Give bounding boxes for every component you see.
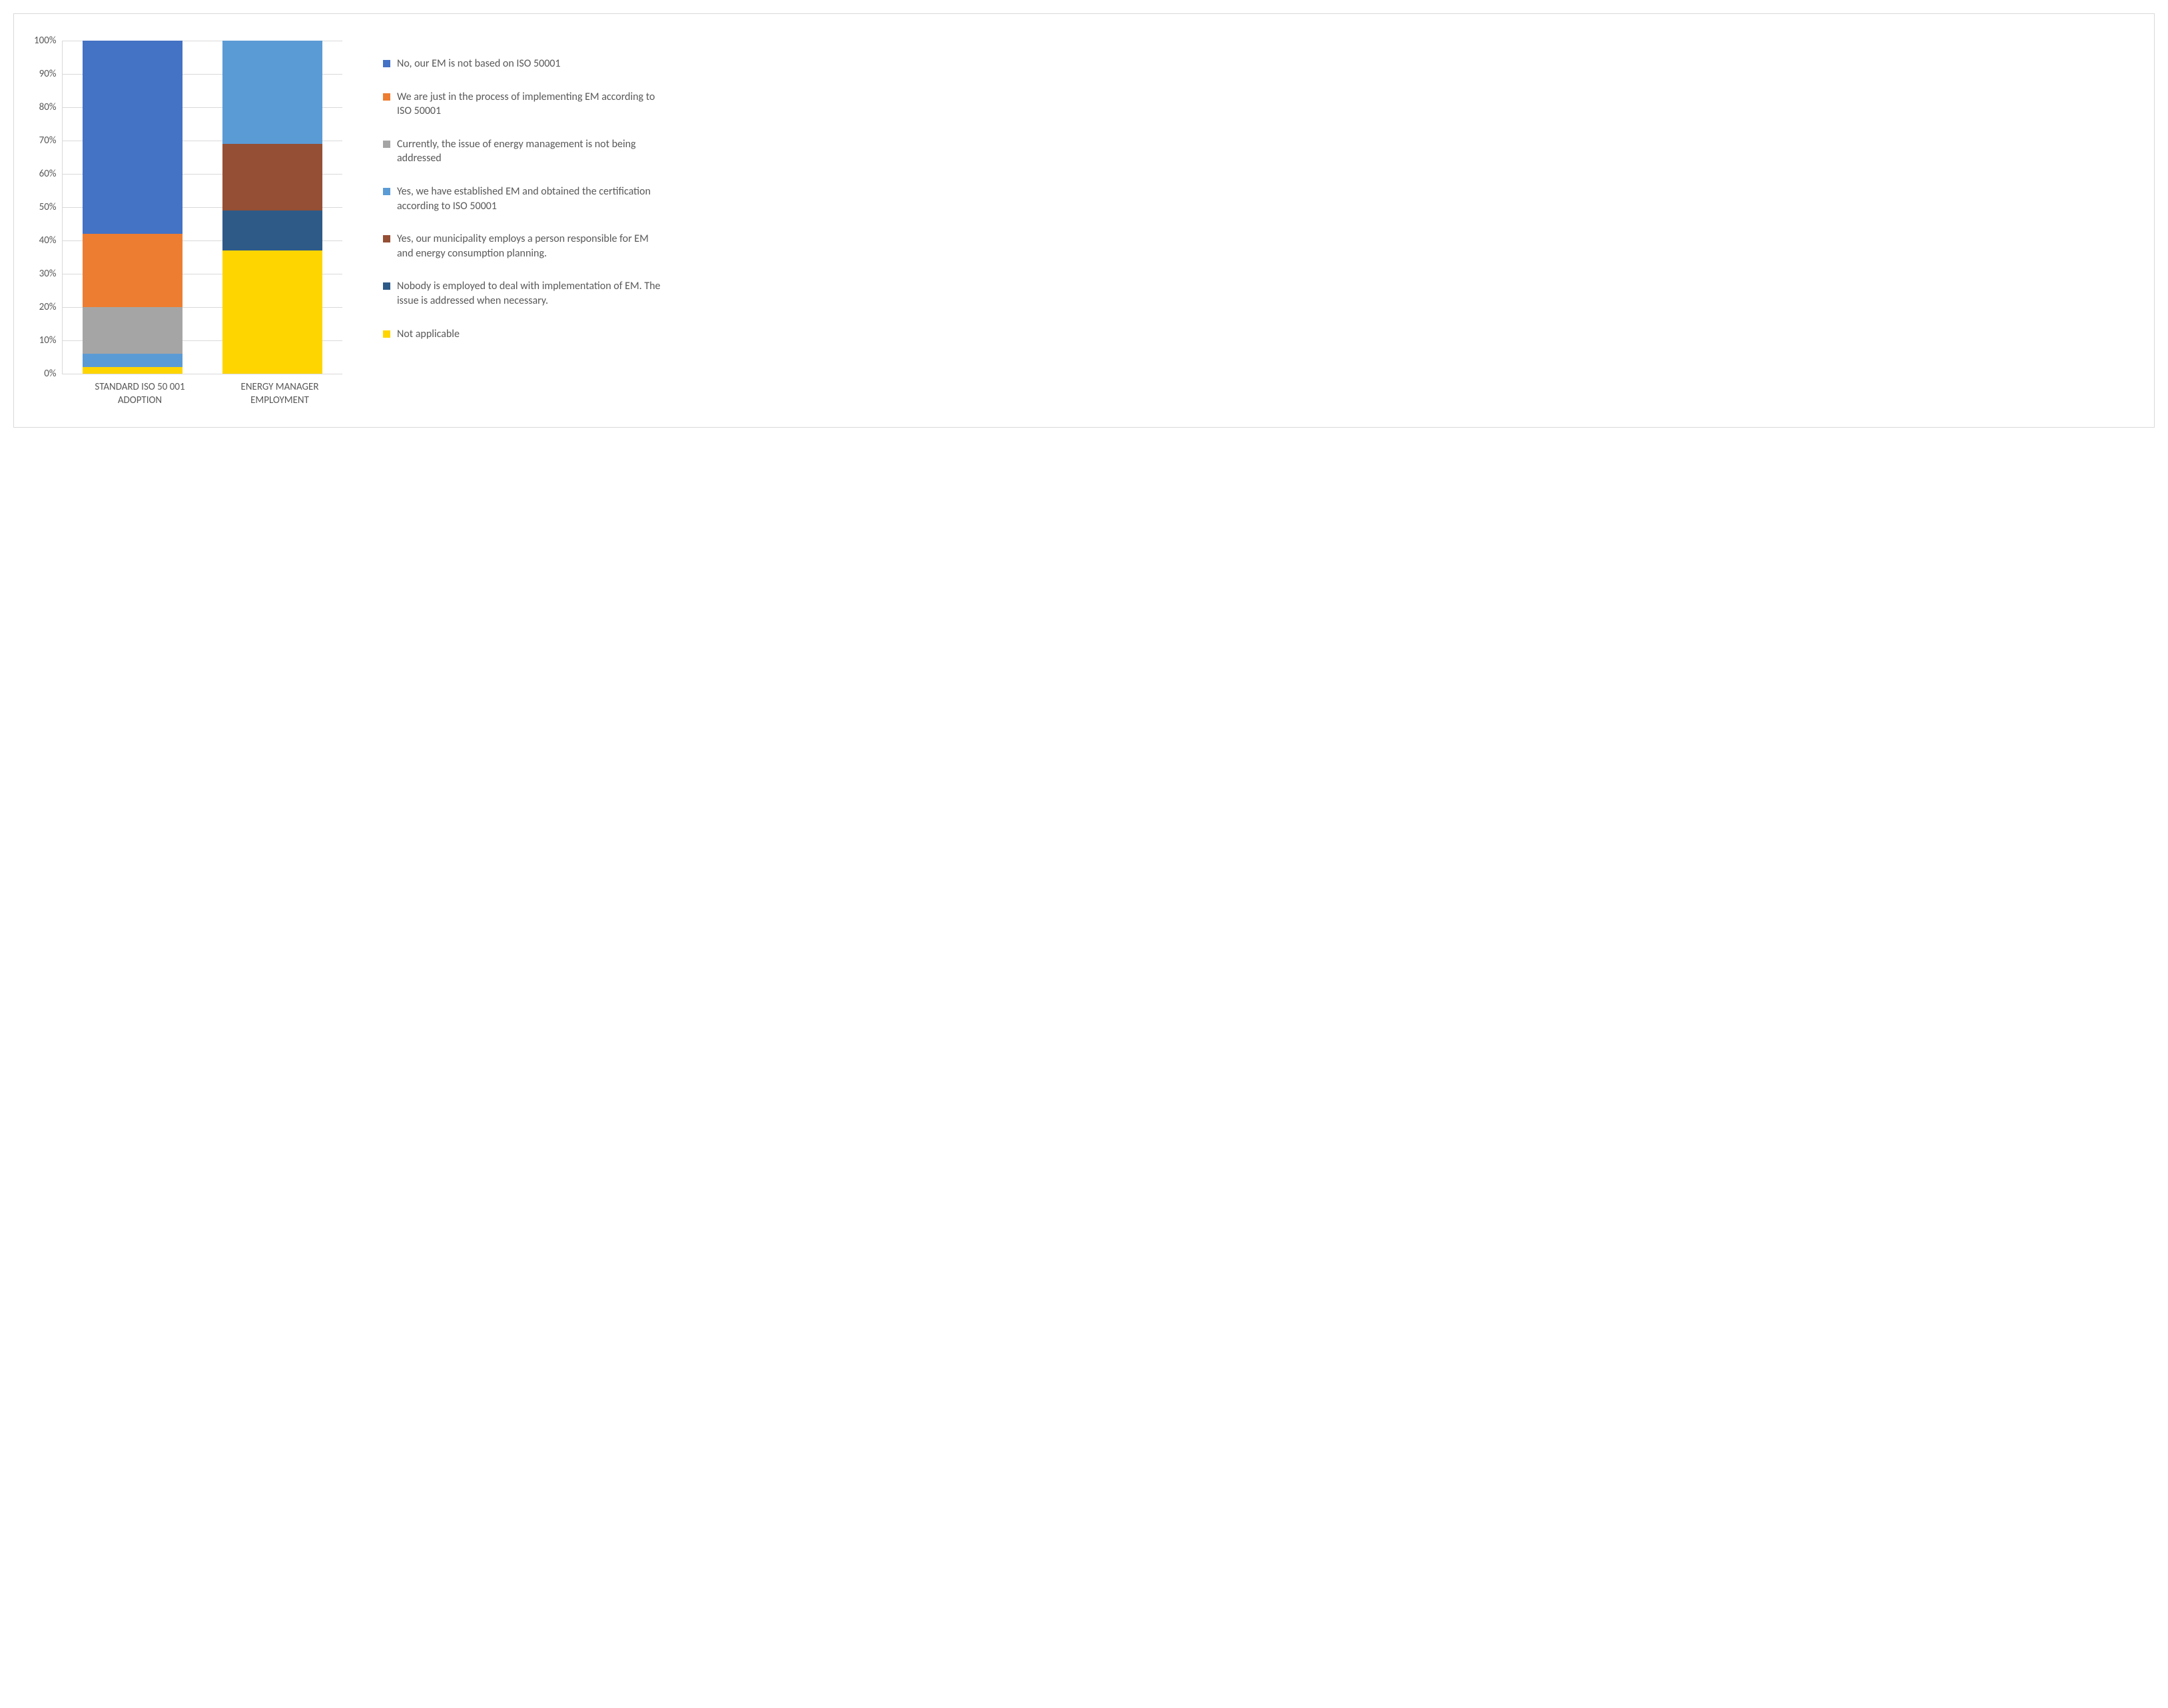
legend-label-s5: Yes, our municipality employs a person r…: [397, 232, 663, 260]
x-label-mgr: ENERGY MANAGER EMPLOYMENT: [223, 381, 336, 407]
segment-iso-s1: [83, 41, 182, 234]
legend-label-s2: We are just in the process of implementi…: [397, 90, 663, 119]
legend-item-s2: We are just in the process of implementi…: [383, 90, 663, 119]
legend-label-s1: No, our EM is not based on ISO 50001: [397, 57, 561, 71]
x-axis: STANDARD ISO 50 001 ADOPTION ENERGY MANA…: [70, 381, 350, 407]
segment-mgr-s6: [222, 211, 322, 250]
legend-item-s6: Nobody is employed to deal with implemen…: [383, 279, 663, 308]
legend-item-s1: No, our EM is not based on ISO 50001: [383, 57, 663, 71]
legend-label-s3: Currently, the issue of energy managemen…: [397, 137, 663, 166]
segment-mgr-s5: [222, 144, 322, 211]
legend-swatch-s4: [383, 188, 390, 195]
segment-iso-s2: [83, 234, 182, 307]
plot-area: [62, 41, 342, 374]
segment-mgr-s4: [222, 41, 322, 144]
legend-label-s4: Yes, we have established EM and obtained…: [397, 185, 663, 213]
legend-swatch-s1: [383, 60, 390, 67]
legend-swatch-s6: [383, 282, 390, 290]
legend-item-s4: Yes, we have established EM and obtained…: [383, 185, 663, 213]
plot-wrap: 100% 90% 80% 70% 60% 50% 40% 30% 20% 10%…: [34, 41, 350, 407]
segment-iso-s7: [83, 367, 182, 374]
legend: No, our EM is not based on ISO 50001 We a…: [383, 41, 663, 341]
bars-container: [63, 41, 342, 374]
legend-swatch-s2: [383, 93, 390, 101]
x-label-iso: STANDARD ISO 50 001 ADOPTION: [83, 381, 196, 407]
legend-item-s3: Currently, the issue of energy managemen…: [383, 137, 663, 166]
segment-iso-s3: [83, 307, 182, 354]
legend-swatch-s5: [383, 235, 390, 242]
segment-iso-s4: [83, 354, 182, 367]
plot-row: 100% 90% 80% 70% 60% 50% 40% 30% 20% 10%…: [34, 41, 350, 374]
bar-mgr: [222, 41, 322, 374]
legend-item-s7: Not applicable: [383, 327, 663, 342]
legend-label-s6: Nobody is employed to deal with implemen…: [397, 279, 663, 308]
legend-swatch-s3: [383, 141, 390, 148]
legend-item-s5: Yes, our municipality employs a person r…: [383, 232, 663, 260]
chart-frame: 100% 90% 80% 70% 60% 50% 40% 30% 20% 10%…: [13, 13, 2155, 428]
legend-label-s7: Not applicable: [397, 327, 460, 342]
segment-mgr-s7: [222, 250, 322, 374]
y-axis: 100% 90% 80% 70% 60% 50% 40% 30% 20% 10%…: [34, 41, 62, 374]
legend-swatch-s7: [383, 330, 390, 338]
bar-iso: [83, 41, 182, 374]
